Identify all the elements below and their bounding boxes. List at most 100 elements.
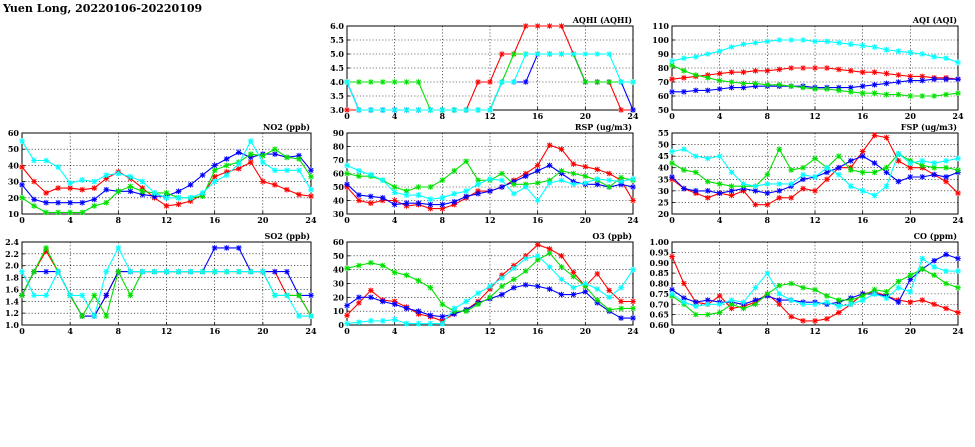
data-point <box>223 156 230 162</box>
data-point <box>728 183 735 190</box>
data-point <box>943 91 949 98</box>
data-point <box>546 162 553 169</box>
data-point <box>812 86 818 92</box>
data-point <box>308 193 314 199</box>
data-point <box>681 55 687 61</box>
data-point <box>415 200 422 206</box>
y-tick-label: 90 <box>333 128 345 138</box>
data-point <box>594 181 601 188</box>
y-tick-label: 60 <box>658 91 670 101</box>
data-point <box>693 303 699 310</box>
data-point <box>800 84 806 91</box>
data-point <box>308 292 314 299</box>
data-point <box>943 76 949 82</box>
data-point <box>463 107 469 113</box>
data-point <box>693 54 699 60</box>
data-point <box>800 185 806 192</box>
data-point <box>139 191 146 198</box>
x-tick-label: 16 <box>209 326 221 336</box>
data-point <box>728 188 735 194</box>
data-point <box>943 55 949 61</box>
data-point <box>379 79 386 85</box>
data-point <box>669 286 675 293</box>
data-point <box>451 190 458 197</box>
data-point <box>955 268 961 274</box>
data-point <box>740 84 747 91</box>
data-point <box>788 83 794 89</box>
data-point <box>907 289 914 295</box>
data-point <box>752 201 759 208</box>
x-tick-label: 12 <box>161 326 172 336</box>
data-point <box>499 184 505 190</box>
data-point <box>439 313 446 320</box>
y-tick-label: 100 <box>652 35 669 45</box>
y-tick-label: 30 <box>333 279 345 289</box>
data-point <box>764 38 771 45</box>
data-point <box>836 309 842 316</box>
x-tick-label: 20 <box>580 215 592 225</box>
data-point <box>859 169 866 176</box>
data-point <box>716 153 723 159</box>
data-point <box>919 162 926 169</box>
data-point <box>764 171 771 178</box>
data-point <box>812 38 818 45</box>
data-point <box>669 174 675 180</box>
data-point <box>475 190 481 197</box>
data-point <box>19 182 25 188</box>
data-point <box>427 312 434 319</box>
data-point <box>931 93 937 99</box>
y-tick-label: 4.0 <box>330 77 344 87</box>
x-tick-label: 4 <box>392 111 398 121</box>
data-point <box>463 188 469 194</box>
data-point <box>534 241 541 248</box>
data-point <box>836 171 842 178</box>
data-point <box>606 170 612 177</box>
data-point <box>187 182 194 188</box>
data-point <box>824 293 830 299</box>
data-point <box>368 107 374 113</box>
data-point <box>344 162 350 169</box>
data-point <box>379 262 386 269</box>
data-point <box>415 277 422 284</box>
data-point <box>308 167 314 174</box>
data-point <box>403 305 410 312</box>
data-point <box>919 297 926 303</box>
y-tick-label: 25 <box>658 197 669 207</box>
data-point <box>955 90 961 96</box>
data-point <box>943 174 949 180</box>
data-point <box>163 203 170 209</box>
chart-title: AQI (AQI) <box>912 15 957 25</box>
data-point <box>487 294 493 301</box>
data-point <box>594 271 601 277</box>
series-day-1 <box>344 241 636 324</box>
data-point <box>127 292 134 299</box>
data-point <box>296 156 302 162</box>
data-point <box>606 287 612 294</box>
data-point <box>415 308 422 314</box>
data-point <box>618 305 624 312</box>
data-point <box>606 51 612 57</box>
x-tick-label: 16 <box>532 111 544 121</box>
data-point <box>103 268 110 275</box>
data-point <box>19 164 25 170</box>
data-point <box>836 87 842 94</box>
data-point <box>356 197 362 204</box>
data-point <box>776 146 783 152</box>
data-point <box>403 320 410 327</box>
data-point <box>139 268 146 275</box>
data-point <box>344 265 350 272</box>
data-point <box>115 170 122 177</box>
x-tick-label: 12 <box>484 215 495 225</box>
y-tick-label: 0.60 <box>650 320 670 330</box>
data-point <box>788 181 794 187</box>
data-point <box>883 295 890 301</box>
data-point <box>211 268 218 275</box>
data-point <box>669 148 675 155</box>
data-point <box>499 291 505 298</box>
data-point <box>499 79 505 85</box>
plot-frame <box>671 241 959 326</box>
data-point <box>487 79 493 85</box>
y-tick-label: 0.95 <box>650 247 669 257</box>
data-point <box>175 201 182 208</box>
